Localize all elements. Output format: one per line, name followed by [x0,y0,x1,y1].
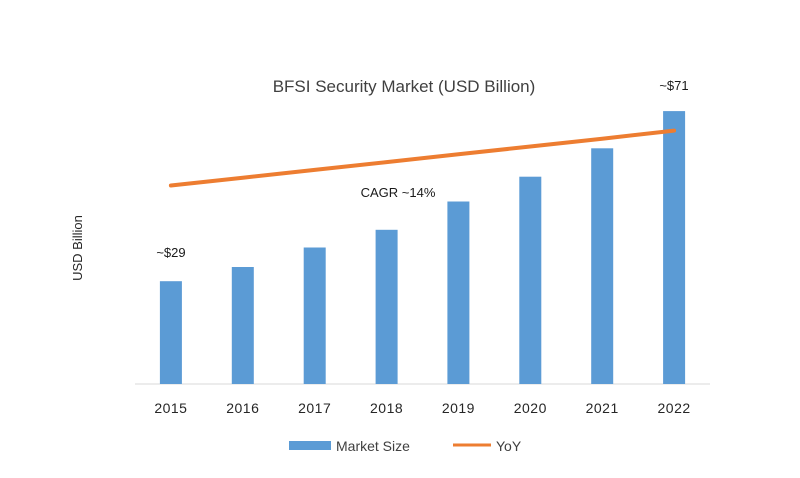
x-tick-label-2015: 2015 [154,400,187,416]
y-axis-label: USD Billion [70,215,85,281]
x-tick-label-2018: 2018 [370,400,403,416]
bar-2018 [375,229,398,384]
yoy-line [168,128,677,188]
bar-2022 [663,111,686,384]
bar-2021 [591,148,614,384]
x-tick-label-2022: 2022 [658,400,691,416]
legend-label-market-size: Market Size [336,438,410,454]
last-bar-value-label: ~$71 [659,78,688,93]
legend-label-yoy: YoY [496,438,522,454]
x-tick-label-2016: 2016 [226,400,259,416]
bar-2017 [303,247,326,384]
x-tick-label-2019: 2019 [442,400,475,416]
x-axis-ticks: 2015 2016 2017 2018 2019 2020 2021 2022 [154,400,690,416]
cagr-annotation: CAGR ~14% [361,185,436,200]
first-bar-value-label: ~$29 [156,245,185,260]
bar-2020 [519,176,542,384]
legend: Market Size YoY [289,438,522,454]
x-tick-label-2017: 2017 [298,400,331,416]
bar-series-market-size [159,111,686,384]
bar-2016 [231,267,254,384]
bar-2015 [159,281,182,384]
x-tick-label-2020: 2020 [514,400,547,416]
line-series-yoy [168,128,677,188]
legend-swatch-market-size [289,441,331,450]
chart-title: BFSI Security Market (USD Billion) [273,77,536,96]
x-tick-label-2021: 2021 [586,400,619,416]
bar-2019 [447,201,470,384]
